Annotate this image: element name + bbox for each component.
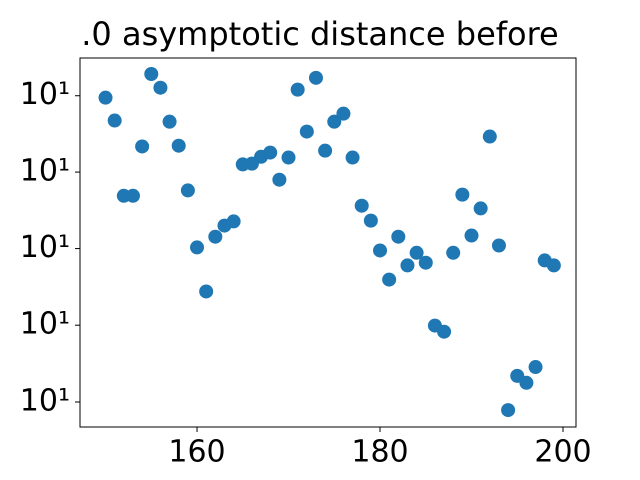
y-tick-label: 10¹	[20, 230, 70, 265]
point	[391, 229, 406, 244]
point	[501, 403, 516, 418]
point	[144, 67, 159, 82]
point	[491, 238, 506, 253]
y-tick-label: 10¹	[20, 307, 70, 342]
point	[162, 114, 177, 129]
point	[455, 187, 470, 202]
point	[482, 129, 497, 144]
x-tick-label: 160	[168, 435, 225, 470]
point	[308, 70, 323, 85]
point	[272, 172, 287, 187]
y-tick-label: 10¹	[20, 77, 70, 112]
point	[382, 272, 397, 287]
point	[354, 198, 369, 213]
point	[363, 213, 378, 228]
point	[263, 145, 278, 160]
y-tick-label: 10¹	[20, 384, 70, 419]
point	[208, 229, 223, 244]
point	[299, 124, 314, 139]
point	[345, 150, 360, 165]
point	[98, 90, 113, 105]
point	[199, 284, 214, 299]
point	[107, 113, 122, 128]
plot-frame	[79, 57, 577, 428]
x-tick-label: 200	[534, 435, 591, 470]
chart-title: .0 asymptotic distance before	[81, 15, 558, 53]
y-tick-label: 10¹	[20, 154, 70, 189]
point	[327, 114, 342, 129]
point	[226, 214, 241, 229]
point	[336, 106, 351, 121]
point	[190, 240, 205, 255]
point	[418, 255, 433, 270]
point	[528, 360, 543, 375]
point	[171, 138, 186, 153]
point	[437, 324, 452, 339]
point	[546, 258, 561, 273]
point	[373, 243, 388, 258]
point	[125, 188, 140, 203]
x-tick-label: 180	[351, 435, 408, 470]
point	[153, 80, 168, 95]
point	[400, 258, 415, 273]
point	[318, 143, 333, 158]
point	[409, 245, 424, 260]
point	[519, 375, 534, 390]
point	[464, 228, 479, 243]
point	[281, 150, 296, 165]
point	[135, 139, 150, 154]
point	[473, 201, 488, 216]
point	[290, 82, 305, 97]
point	[446, 245, 461, 260]
point	[180, 183, 195, 198]
